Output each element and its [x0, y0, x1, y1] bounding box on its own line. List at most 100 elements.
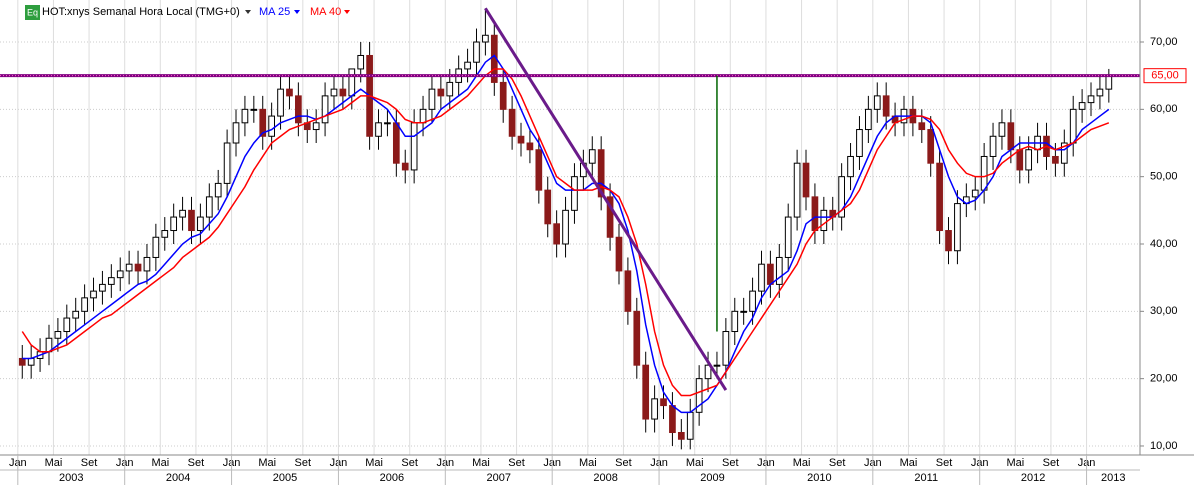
candle-body: [250, 108, 258, 111]
x-tick-label: Set: [295, 457, 312, 469]
candle-body: [820, 209, 828, 232]
candle-body: [758, 263, 765, 292]
candle-body: [241, 108, 249, 124]
candle-body: [544, 189, 552, 225]
x-tick-label: Set: [401, 457, 418, 469]
candle-body: [1060, 142, 1068, 164]
moving-average-line: [22, 54, 1110, 414]
x-tick-label: Mai: [151, 457, 169, 469]
candle-body: [1105, 75, 1113, 90]
candle-body: [856, 129, 863, 157]
candle-body: [499, 81, 507, 110]
candle-body: [90, 290, 97, 299]
candle-body: [954, 203, 961, 252]
candle-body: [1096, 88, 1104, 97]
candle-body: [624, 270, 632, 312]
year-label: 2009: [700, 472, 724, 484]
candle-body: [1007, 122, 1015, 151]
candle-body: [945, 230, 952, 252]
dropdown-arrow[interactable]: [344, 10, 350, 14]
candle-body: [882, 95, 890, 117]
candle-body: [259, 108, 267, 137]
candle-body: [428, 88, 436, 110]
candle-body: [446, 81, 454, 97]
candle-body: [63, 317, 71, 333]
candle-body: [713, 364, 721, 367]
candle-body: [686, 411, 694, 440]
candle-body: [375, 122, 382, 137]
candle-body: [597, 149, 605, 198]
year-label: 2008: [593, 472, 617, 484]
candle-body: [927, 129, 935, 164]
candle-body: [740, 310, 748, 313]
candle-body: [588, 149, 596, 164]
dropdown-arrow[interactable]: [294, 10, 300, 14]
candle-body: [606, 196, 614, 238]
price-label-box: [1143, 68, 1187, 84]
year-label: 2006: [380, 472, 404, 484]
candle-body: [401, 162, 409, 171]
candle-body: [704, 364, 712, 380]
candle-body: [392, 122, 400, 164]
x-tick-label: Mai: [258, 457, 276, 469]
candle-body: [107, 277, 115, 285]
x-tick-label: Set: [615, 457, 632, 469]
x-tick-label: Mai: [1006, 457, 1024, 469]
x-tick-label: Set: [936, 457, 953, 469]
candle-body: [348, 68, 356, 97]
candle-body: [767, 263, 774, 285]
candle-body: [1087, 95, 1095, 104]
candle-body: [125, 263, 133, 272]
dropdown-arrow[interactable]: [245, 10, 251, 14]
candle-body: [482, 34, 489, 43]
x-tick-label: Set: [188, 457, 205, 469]
candle-body: [998, 122, 1006, 137]
moving-average-line: [21, 68, 1110, 397]
x-tick-label: Mai: [45, 457, 63, 469]
x-tick-label: Set: [829, 457, 846, 469]
candle-body: [295, 95, 302, 124]
trend-line: [484, 7, 728, 391]
candle-body: [571, 176, 578, 211]
candle-body: [793, 162, 801, 218]
candle-body: [633, 310, 641, 366]
candle-body: [179, 209, 186, 218]
candle-body: [143, 256, 151, 272]
y-tick-label: 70,00: [1150, 36, 1178, 48]
legend-entry[interactable]: MA 40: [310, 6, 341, 18]
candle-body: [526, 142, 534, 151]
candle-body: [27, 357, 35, 366]
candle-body: [660, 398, 667, 407]
candle-body: [651, 398, 658, 420]
candle-body: [161, 230, 169, 238]
candle-body: [134, 263, 142, 272]
candle-body: [562, 209, 569, 245]
candle-body: [1052, 155, 1059, 164]
candle-body: [847, 155, 854, 178]
candle-body: [81, 297, 88, 312]
year-label: 2012: [1021, 472, 1045, 484]
candle-body: [330, 88, 338, 97]
x-tick-label: Set: [722, 457, 739, 469]
candle-body: [553, 223, 560, 245]
candle-body: [535, 149, 543, 191]
candle-body: [508, 108, 516, 137]
x-tick-label: Mai: [365, 457, 383, 469]
candle-body: [865, 108, 872, 131]
year-label: 2004: [166, 472, 190, 484]
x-tick-label: Set: [81, 457, 98, 469]
candle-body: [188, 209, 195, 232]
candle-body: [669, 405, 676, 434]
y-tick-label: 50,00: [1150, 171, 1178, 183]
candle-body: [749, 290, 756, 312]
icon: [25, 5, 40, 20]
x-tick-label: Set: [508, 457, 525, 469]
candle-body: [54, 331, 62, 339]
candle-body: [1069, 108, 1077, 144]
candle-body: [1016, 149, 1024, 171]
year-label: 2005: [273, 472, 297, 484]
legend-entry[interactable]: MA 25: [259, 6, 290, 18]
price-label: 65,00: [1151, 70, 1179, 82]
